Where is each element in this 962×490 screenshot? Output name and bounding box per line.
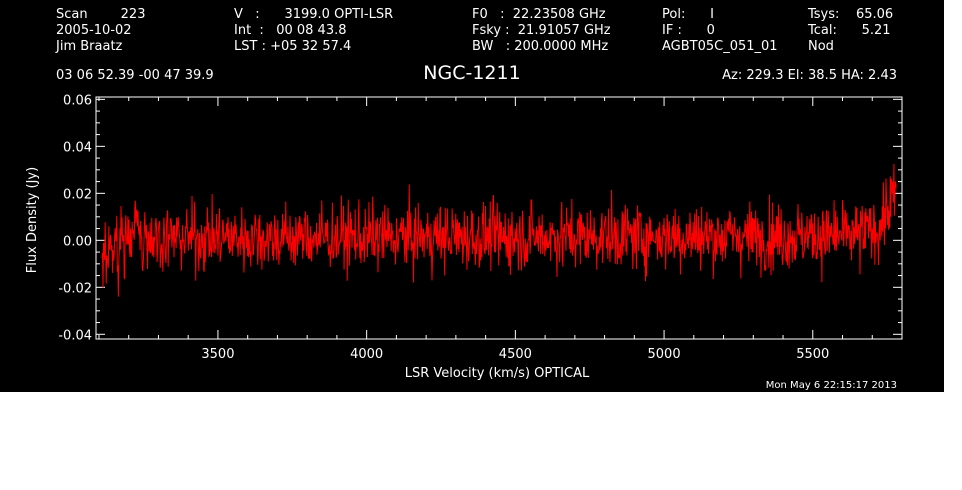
- az-el-ha-label: Az: 229.3 El: 38.5 HA: 2.43: [722, 68, 897, 83]
- timestamp: Mon May 6 22:15:17 2013: [766, 380, 897, 391]
- y-tick-label: 0.04: [63, 140, 92, 155]
- chart-panel: Scan 223 2005-10-02 Jim Braatz V : 3199.0 O…: [0, 0, 944, 392]
- header-col1-line-2: Jim Braatz: [55, 39, 123, 54]
- header-col3-line-0: F0 : 22.23508 GHz: [472, 7, 606, 22]
- x-axis-label: LSR Velocity (km/s) OPTICAL: [405, 366, 590, 381]
- x-tick-label: 5500: [796, 347, 829, 362]
- x-tick-label: 5000: [648, 347, 681, 362]
- plot-frame: [95, 96, 903, 340]
- header-col4-line-1: IF : 0: [662, 23, 715, 38]
- header-col1-line-1: 2005-10-02: [56, 23, 132, 38]
- spectrum-series-line: [101, 163, 897, 297]
- header-col5-line-0: Tsys: 65.06: [807, 7, 893, 22]
- x-tick-label: 3500: [201, 347, 234, 362]
- spectrum-trace: [101, 163, 897, 297]
- y-tick-label: 0.06: [63, 93, 92, 108]
- header-col5-line-2: Nod: [808, 39, 834, 54]
- header-col4-line-2: AGBT05C_051_01: [662, 39, 778, 54]
- header-col4-line-0: Pol: I: [662, 7, 714, 22]
- header-col2-line-2: LST : +05 32 57.4: [234, 39, 351, 54]
- y-axis-label: Flux Density (Jy): [25, 167, 40, 273]
- y-tick-label: -0.04: [58, 328, 92, 343]
- y-tick-label: -0.02: [58, 281, 92, 296]
- chart-title: NGC-1211: [423, 62, 520, 84]
- y-tick-label: 0.02: [63, 187, 92, 202]
- header-col1-line-0: Scan 223: [56, 7, 145, 22]
- header-col3-line-1: Fsky : 21.91057 GHz: [472, 23, 611, 38]
- header-col5-line-1: Tcal: 5.21: [807, 23, 891, 38]
- header-col2-line-0: V : 3199.0 OPTI-LSR: [234, 7, 393, 22]
- coordinates-label: 03 06 52.39 -00 47 39.9: [56, 68, 214, 83]
- x-tick-label: 4000: [350, 347, 383, 362]
- header-col3-line-2: BW : 200.0000 MHz: [472, 39, 608, 54]
- y-tick-label: 0.00: [63, 234, 92, 249]
- header-col2-line-1: Int : 00 08 43.8: [234, 23, 347, 38]
- axes: 3500 4000 4500 5000 5500 -0.04 -0.02 0.00 0.02 0.…: [58, 93, 903, 362]
- x-tick-label: 4500: [499, 347, 532, 362]
